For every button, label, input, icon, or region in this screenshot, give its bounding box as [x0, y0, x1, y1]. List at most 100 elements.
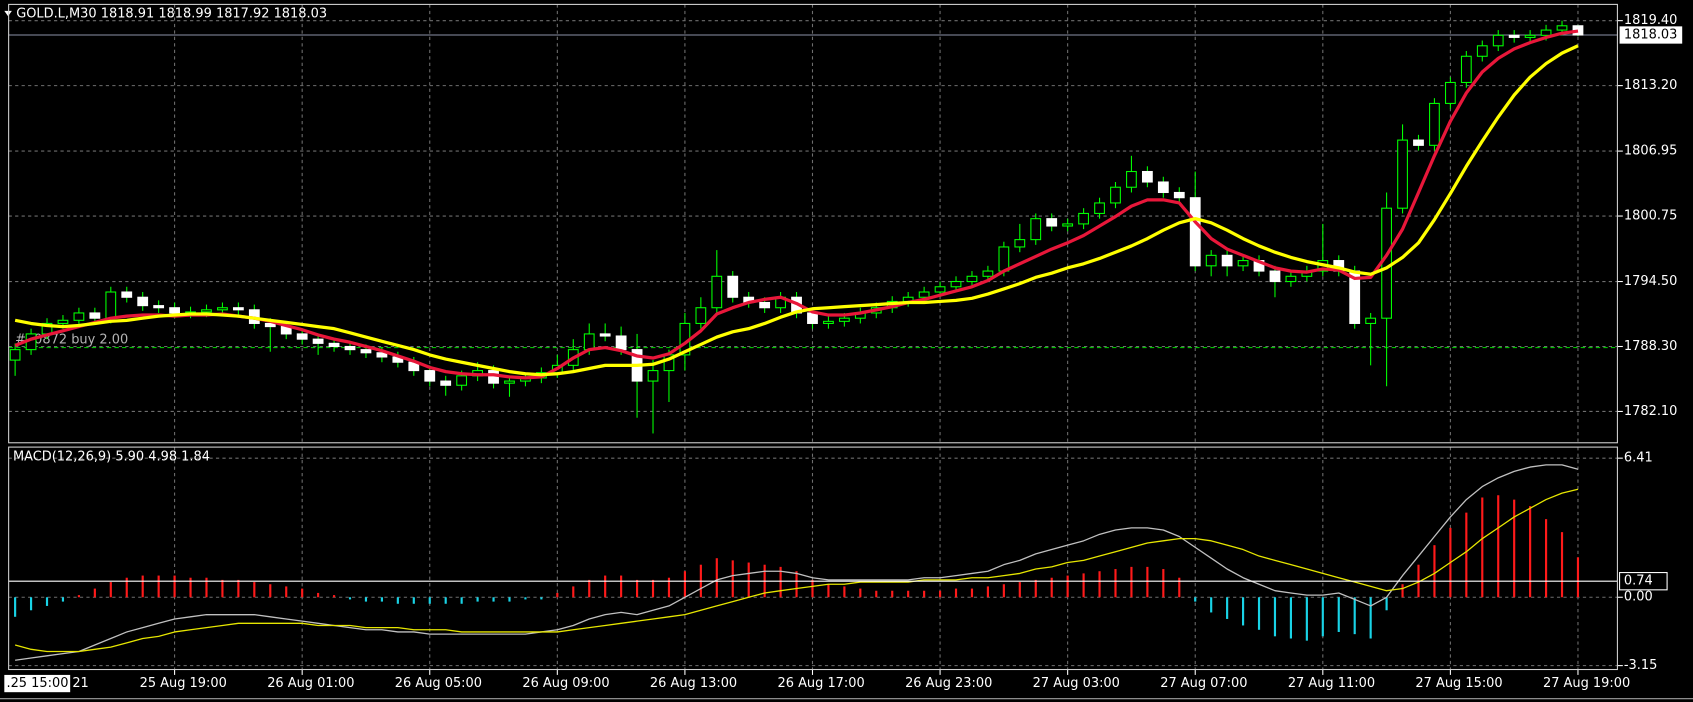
candle-body	[1556, 25, 1568, 31]
y-tick-label: 1813.20	[1624, 78, 1678, 93]
candle-body	[1397, 139, 1408, 209]
candle-body	[1046, 218, 1058, 227]
candle-body	[695, 307, 707, 324]
x-tick-label: 26 Aug 23:00	[905, 676, 992, 691]
candle-body	[1381, 207, 1392, 319]
candle-body	[217, 307, 228, 311]
x-tick-label: 27 Aug 19:00	[1543, 676, 1630, 691]
candle-body	[424, 370, 436, 382]
candle-body	[838, 317, 850, 322]
candle-body	[1141, 170, 1153, 183]
price-tag: 1818.03	[1624, 28, 1678, 43]
indicator-line	[15, 464, 1579, 661]
candle-body	[344, 345, 356, 351]
y-tick-label: 1782.10	[1624, 404, 1678, 419]
cursor-time-tail: 21	[72, 676, 88, 691]
y-tick-label: 0.00	[1624, 590, 1653, 605]
pane-title: GOLD.L,M30 1818.91 1818.99 1817.92 1818.…	[16, 7, 327, 22]
candle-body	[1094, 202, 1105, 214]
candle-body	[232, 307, 244, 311]
candle-body	[1444, 81, 1456, 104]
pane-frame	[8, 3, 1618, 444]
candle-body	[1508, 34, 1520, 38]
candle-body	[105, 291, 117, 319]
x-tick-label: 26 Aug 17:00	[778, 676, 865, 691]
candle-body	[966, 275, 978, 283]
candle-body	[1030, 218, 1042, 241]
candle-body	[1365, 317, 1377, 324]
x-tick-label: 26 Aug 01:00	[267, 676, 354, 691]
candle-body	[376, 352, 388, 358]
candle-body	[73, 312, 85, 321]
y-tick-label: 1806.95	[1624, 144, 1678, 159]
x-tick-label: 25 Aug 19:00	[140, 676, 227, 691]
candle-body	[1460, 55, 1472, 84]
candle-body	[121, 291, 133, 298]
candle-body	[1524, 34, 1536, 38]
y-tick-label: -3.15	[1624, 658, 1657, 673]
candle-body	[9, 349, 21, 361]
candle-body	[153, 305, 165, 309]
candle-body	[759, 301, 771, 309]
candle-body	[982, 270, 994, 277]
candle-body	[1476, 45, 1488, 57]
candle-body	[599, 333, 611, 337]
candle-body	[1221, 254, 1233, 267]
y-tick-label: 1788.30	[1624, 339, 1678, 354]
indicator-line	[14, 488, 1579, 653]
x-tick-label: 27 Aug 15:00	[1415, 676, 1502, 691]
x-tick-label: 26 Aug 13:00	[650, 676, 737, 691]
candle-body	[488, 370, 499, 384]
candle-body	[1429, 102, 1440, 146]
y-tick-label: 1800.75	[1624, 209, 1678, 224]
pane-frame	[8, 446, 1618, 671]
candle-body	[1078, 212, 1089, 225]
candle-body	[727, 275, 739, 298]
candle-body	[1189, 197, 1201, 267]
candle-body	[998, 246, 1010, 272]
x-tick-label: 26 Aug 09:00	[522, 676, 609, 691]
candle-body	[1014, 239, 1026, 248]
candle-body	[89, 312, 101, 319]
candle-body	[615, 335, 627, 351]
y-tick-label: 6.41	[1624, 451, 1653, 466]
candle-body	[1205, 254, 1217, 267]
candle-body	[504, 380, 515, 384]
candle-body	[1237, 260, 1249, 267]
candle-body	[647, 370, 659, 382]
candle-body	[57, 319, 69, 324]
candle-body	[296, 333, 308, 340]
candle-body	[169, 307, 180, 314]
candle-body	[711, 275, 723, 309]
x-tick-label: 27 Aug 07:00	[1160, 676, 1247, 691]
candle-body	[583, 333, 595, 351]
candle-body	[1269, 270, 1281, 283]
cursor-time-box	[4, 674, 71, 693]
indicator-line	[14, 29, 1579, 380]
candle-body	[1110, 186, 1121, 204]
candle-body	[918, 291, 930, 298]
candle-body	[1540, 29, 1552, 36]
candle-body	[934, 286, 946, 293]
candle-body	[950, 280, 962, 288]
candle-body	[328, 342, 340, 348]
candle-body	[1062, 223, 1074, 227]
candle-body	[823, 320, 834, 324]
candle-body	[456, 375, 468, 386]
y-tick-label: 1819.40	[1624, 13, 1678, 28]
pane-title: MACD(12,26,9) 5.90 4.98 1.84	[13, 449, 210, 464]
candle-body	[1126, 170, 1137, 188]
candle-body	[312, 338, 324, 344]
cursor-time: .25 15:00	[6, 676, 68, 691]
candle-body	[264, 322, 276, 328]
candle-body	[1173, 191, 1185, 199]
candle-body	[201, 309, 212, 313]
candle-body	[137, 296, 149, 307]
candle-body	[440, 380, 452, 386]
x-tick-label: 27 Aug 03:00	[1033, 676, 1120, 691]
x-tick-label: 26 Aug 05:00	[395, 676, 482, 691]
candle-body	[807, 312, 818, 324]
level-tag: 0.74	[1624, 574, 1653, 589]
candle-body	[1492, 34, 1504, 47]
